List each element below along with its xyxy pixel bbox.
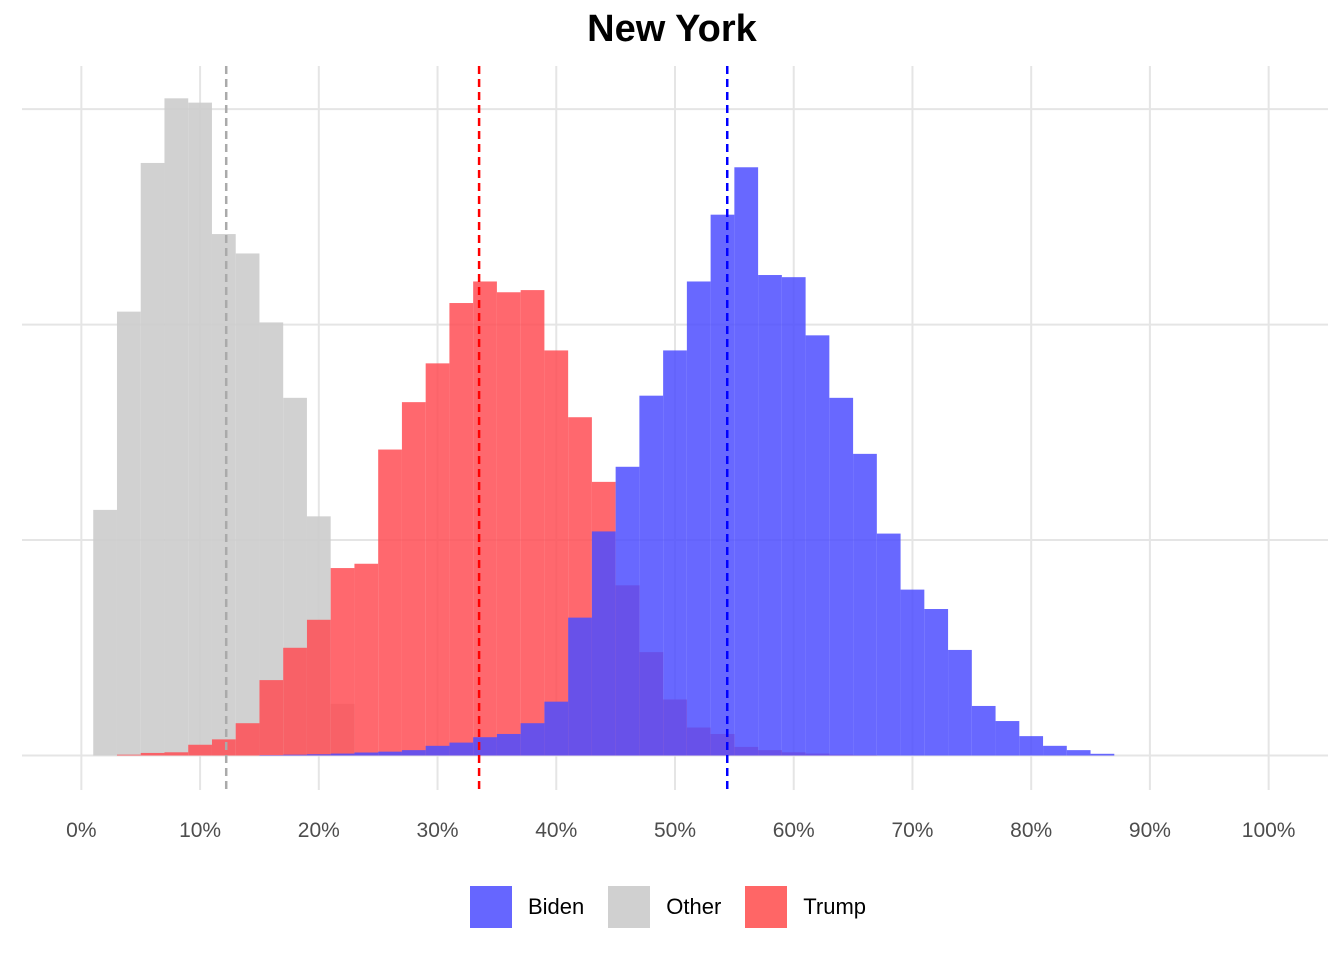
bar-other-3 (164, 98, 189, 756)
bar-biden-6 (401, 750, 426, 756)
bar-biden-14 (591, 531, 616, 756)
bar-biden-15 (615, 466, 640, 756)
x-tick-label-1: 10% (179, 819, 221, 842)
legend-swatch-biden (469, 886, 512, 928)
bar-biden-33 (1043, 745, 1067, 756)
bar-biden-13 (568, 617, 592, 756)
bar-trump-16 (496, 292, 521, 756)
legend: Biden Other Trump (0, 886, 1344, 928)
grid-layer (22, 66, 1328, 790)
bar-trump-17 (520, 290, 545, 756)
bar-biden-29 (948, 649, 972, 756)
legend-label-other: Other (666, 894, 722, 919)
x-tick-label-5: 50% (654, 819, 696, 842)
bar-trump-0 (116, 754, 141, 756)
bar-biden-34 (1066, 750, 1091, 756)
x-tick-label-9: 90% (1129, 819, 1171, 842)
legend-swatch-trump (745, 886, 788, 928)
bar-biden-19 (710, 214, 735, 756)
bar-biden-2 (306, 754, 331, 756)
bar-trump-13 (425, 363, 450, 756)
series-biden (259, 167, 1115, 756)
series-other (93, 98, 355, 756)
x-tick-label-3: 30% (417, 819, 459, 842)
bar-other-4 (188, 102, 212, 756)
bar-biden-11 (520, 723, 545, 756)
bar-trump-7 (283, 647, 307, 756)
reference-lines-layer (224, 66, 729, 790)
bar-biden-9 (473, 737, 497, 756)
bar-other-1 (116, 311, 141, 756)
legend-label-biden: Biden (527, 894, 585, 919)
x-tick-label-4: 40% (535, 819, 577, 842)
bar-biden-32 (1019, 736, 1044, 756)
x-tick-label-7: 70% (891, 819, 933, 842)
bar-biden-23 (805, 335, 830, 756)
bar-biden-8 (449, 742, 474, 756)
bar-biden-17 (663, 350, 687, 756)
bar-trump-10 (354, 563, 379, 756)
bar-trump-15 (473, 281, 497, 756)
bar-trump-9 (330, 568, 355, 756)
bar-biden-27 (900, 589, 925, 756)
bar-biden-30 (971, 705, 996, 756)
bar-biden-16 (639, 395, 664, 756)
bar-trump-11 (378, 449, 402, 756)
bar-other-0 (93, 509, 117, 756)
bar-biden-20 (734, 167, 759, 756)
bar-biden-18 (686, 281, 711, 756)
bar-biden-10 (496, 733, 521, 756)
bar-biden-31 (995, 721, 1020, 756)
bar-biden-3 (330, 753, 355, 756)
bar-biden-1 (283, 754, 307, 756)
legend-item-trump: Trump (745, 886, 874, 928)
bar-biden-4 (354, 752, 379, 756)
bar-other-6 (235, 253, 260, 756)
bar-trump-6 (259, 680, 284, 756)
x-tick-label-0: 0% (66, 819, 96, 842)
x-tick-label-8: 80% (1010, 819, 1052, 842)
x-tick-labels: 0% 10% 20% 30% 40% 50% 60% 70% 80% 90% 100% (66, 819, 1295, 842)
x-tick-label-2: 20% (298, 819, 340, 842)
x-tick-label-6: 60% (773, 819, 815, 842)
bar-trump-4 (211, 739, 236, 756)
bar-trump-14 (449, 303, 474, 756)
bar-trump-3 (188, 744, 212, 756)
bar-trump-1 (140, 752, 165, 756)
legend-item-other: Other (608, 886, 729, 928)
x-tick-label-10: 100% (1242, 819, 1296, 842)
chart-title: New York (587, 8, 757, 50)
bar-biden-22 (781, 277, 806, 756)
bar-biden-12 (544, 701, 569, 756)
bar-biden-25 (853, 453, 877, 756)
legend-swatch-other (608, 886, 651, 928)
bar-biden-28 (924, 609, 949, 756)
bar-biden-24 (829, 397, 854, 756)
bar-trump-5 (235, 723, 260, 756)
bar-trump-2 (164, 752, 189, 756)
bar-other-5 (211, 234, 236, 756)
bar-biden-35 (1090, 753, 1115, 756)
bar-other-7 (259, 322, 284, 756)
bar-trump-18 (544, 350, 569, 756)
bar-biden-26 (876, 533, 901, 756)
bar-biden-7 (425, 745, 450, 756)
bar-biden-21 (758, 275, 782, 756)
bar-trump-12 (401, 402, 426, 756)
legend-label-trump: Trump (803, 894, 867, 919)
legend-item-biden: Biden (469, 886, 592, 928)
bar-biden-5 (378, 751, 402, 756)
bar-other-2 (140, 162, 165, 756)
bar-trump-8 (306, 619, 331, 756)
bars-layer (93, 98, 1115, 756)
